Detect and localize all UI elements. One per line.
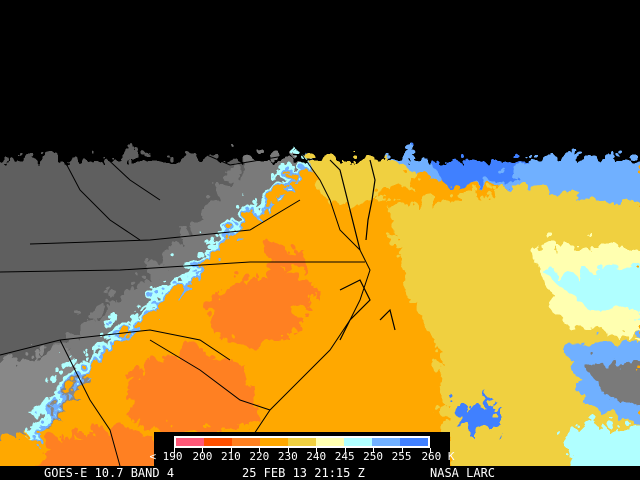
source-label: NASA LARC <box>430 466 496 480</box>
legend-tick-label: 240 <box>306 450 327 463</box>
legend-swatch <box>204 438 232 446</box>
legend-tick-label: 200 <box>192 450 213 463</box>
legend-tick-label: 255 <box>391 450 412 463</box>
legend-tick <box>259 448 261 453</box>
legend-tick <box>373 448 375 453</box>
legend-swatch <box>176 438 204 446</box>
legend-swatch <box>232 438 260 446</box>
legend-swatch <box>260 438 288 446</box>
legend-tick-label: < 190 <box>149 450 183 463</box>
legend-tick <box>344 448 346 453</box>
coastline-chesapeake <box>329 159 396 341</box>
legend-swatch <box>288 438 316 446</box>
legend-color-bar <box>174 436 430 448</box>
observation-time: 25 FEB 13 21:15 Z <box>242 466 365 480</box>
legend-tick-label: 260 K <box>421 450 455 463</box>
no-data-region <box>0 0 640 152</box>
legend-swatch <box>372 438 400 446</box>
cloud-temperature-field <box>0 149 640 480</box>
legend-tick-label: 230 <box>277 450 298 463</box>
satellite-band-label: GOES-E 10.7 BAND 4 <box>44 466 175 480</box>
legend-tick <box>174 448 175 453</box>
legend-tick-label: 245 <box>334 450 355 463</box>
legend-tick-label: 210 <box>220 450 241 463</box>
legend-swatch <box>316 438 344 446</box>
legend-tick <box>202 448 204 453</box>
legend-tick <box>430 448 431 453</box>
legend-swatch <box>344 438 372 446</box>
state-boundaries <box>0 151 371 467</box>
legend-tick <box>287 448 289 453</box>
legend-tick <box>401 448 403 453</box>
temperature-color-legend: < 190 200 210 220 230 240 245 250 255 260 K <box>149 432 455 466</box>
legend-swatch <box>400 438 428 446</box>
legend-tick-label: 220 <box>249 450 270 463</box>
legend-tick-label: 250 <box>363 450 384 463</box>
legend-tick <box>316 448 318 453</box>
image-caption: GOES-E 10.7 BAND 4 25 FEB 13 21:15 Z NAS… <box>0 466 640 480</box>
legend-tick <box>230 448 232 453</box>
